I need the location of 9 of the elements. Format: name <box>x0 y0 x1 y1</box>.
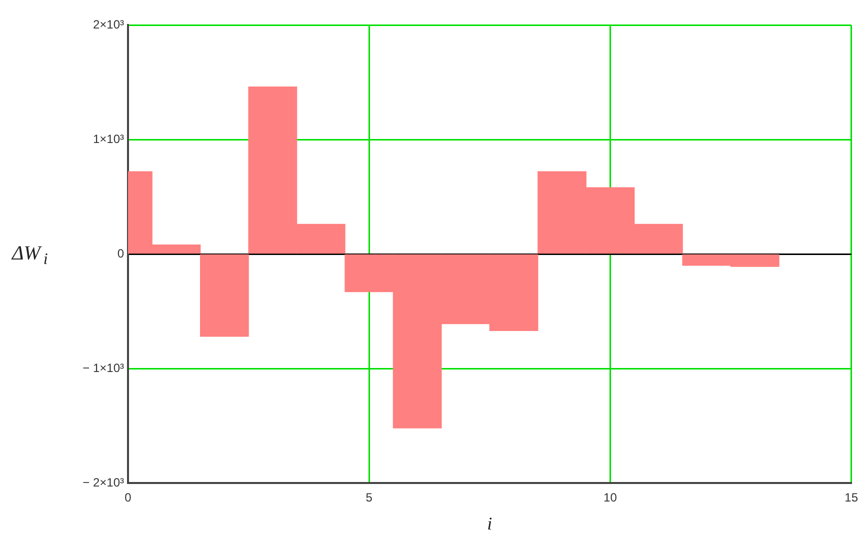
x-tick-label: 15 <box>844 490 858 505</box>
y-tick-label: − 1×10³ <box>82 360 124 375</box>
x-axis-title: i <box>487 514 492 534</box>
y-tick-label: 0 <box>117 246 124 260</box>
x-tick-label: 10 <box>604 490 618 505</box>
y-tick-label: − 2×10³ <box>82 475 124 490</box>
y-tick-label: 2×10³ <box>92 17 124 32</box>
x-tick-label: 5 <box>366 490 373 505</box>
y-tick-label: 1×10³ <box>92 132 124 146</box>
